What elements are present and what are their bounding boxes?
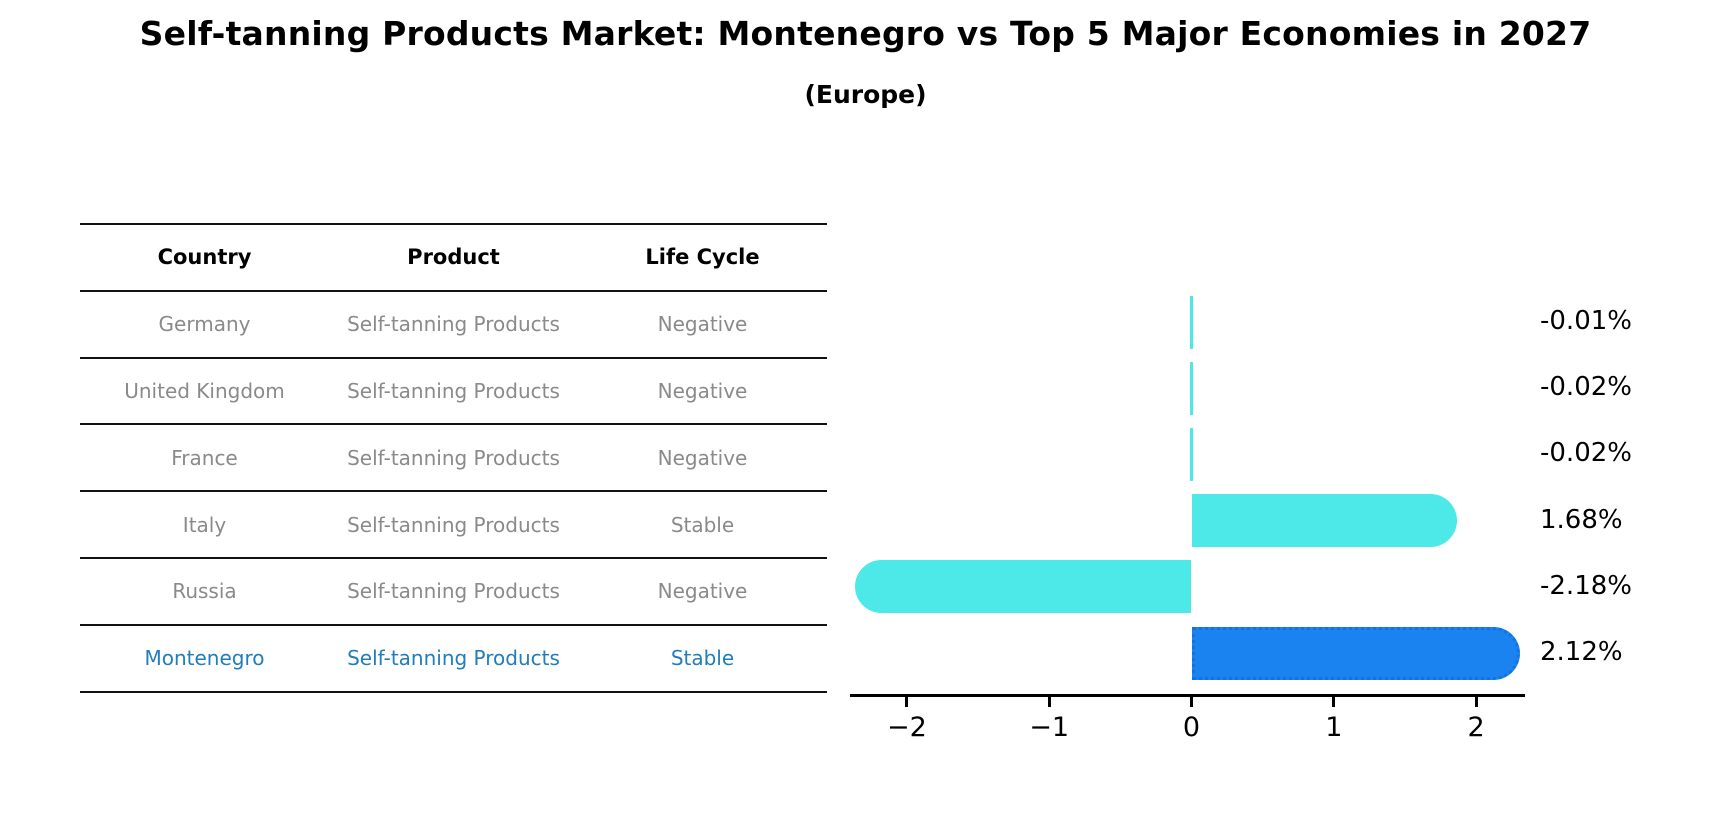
column-header-lifecycle: Life Cycle (645, 245, 760, 270)
value-label: 2.12% (1540, 637, 1623, 667)
x-axis-tick (1190, 696, 1193, 707)
x-axis-tick-label: −1 (1029, 712, 1070, 743)
table-cell-product: Self-tanning Products (347, 646, 560, 671)
bar-montenegro (1191, 626, 1520, 680)
table-row: Montenegro Self-tanning Products Stable (80, 626, 827, 693)
value-label: -2.18% (1540, 570, 1632, 601)
x-axis-line (850, 694, 1525, 697)
table-cell-life-cycle: Negative (657, 378, 748, 403)
bar-russia (854, 560, 1192, 614)
x-axis-tick-label: −2 (886, 712, 927, 743)
table-row: Russia Self-tanning Products Negative (80, 559, 827, 626)
bar-united-kingdom (1190, 361, 1193, 415)
x-axis-tick-label: 1 (1325, 712, 1343, 743)
value-label: 1.68% (1540, 504, 1623, 535)
table-cell-country: France (171, 445, 238, 470)
table-cell-life-cycle: Stable (670, 512, 735, 537)
table-cell-life-cycle: Negative (657, 312, 748, 337)
table-cell-product: Self-tanning Products (347, 579, 560, 604)
x-axis-tick (905, 696, 909, 707)
column-header-product: Product (407, 245, 500, 270)
table-row: United Kingdom Self-tanning Products Negat… (80, 359, 827, 426)
table-cell-life-cycle: Stable (670, 646, 735, 671)
value-label: -0.01% (1540, 306, 1632, 336)
x-axis-tick-label: 0 (1182, 712, 1201, 743)
table-cell-life-cycle: Negative (657, 445, 748, 470)
table-cell-product: Self-tanning Products (347, 445, 560, 470)
table-row: Germany Self-tanning Products Negative (80, 292, 827, 359)
x-axis-tick (1474, 696, 1478, 707)
bar-italy (1191, 494, 1458, 548)
value-label: -0.02% (1540, 372, 1632, 403)
x-axis-tick-label: 2 (1467, 712, 1485, 743)
country-table: Country Product Life Cycle Germany Self-t… (80, 223, 827, 693)
bar-germany (1190, 295, 1193, 349)
table-cell-country: Italy (182, 512, 227, 537)
table-cell-product: Self-tanning Products (347, 312, 560, 337)
x-axis-tick (1332, 696, 1336, 707)
bar-france (1190, 427, 1193, 481)
table-row: Italy Self-tanning Products Stable (80, 492, 827, 559)
table-cell-country: Germany (158, 312, 251, 337)
table-row: France Self-tanning Products Negative (80, 425, 827, 493)
value-label: -0.02% (1540, 438, 1632, 469)
table-body: Germany Self-tanning Products Negative Unit… (80, 292, 827, 693)
column-header-country: Country (157, 245, 252, 270)
table-header-row: Country Product Life Cycle (80, 225, 827, 292)
chart-subtitle: (Europe) (804, 80, 927, 109)
table-cell-product: Self-tanning Products (347, 378, 560, 403)
table-cell-country: Montenegro (144, 646, 265, 671)
table-cell-country: Russia (172, 579, 237, 604)
table-cell-country: United Kingdom (124, 378, 285, 403)
x-axis-tick (1047, 696, 1051, 707)
chart-title: Self-tanning Products Market: Montenegro… (139, 14, 1592, 53)
table-cell-life-cycle: Negative (657, 579, 748, 604)
table-cell-product: Self-tanning Products (347, 512, 560, 537)
